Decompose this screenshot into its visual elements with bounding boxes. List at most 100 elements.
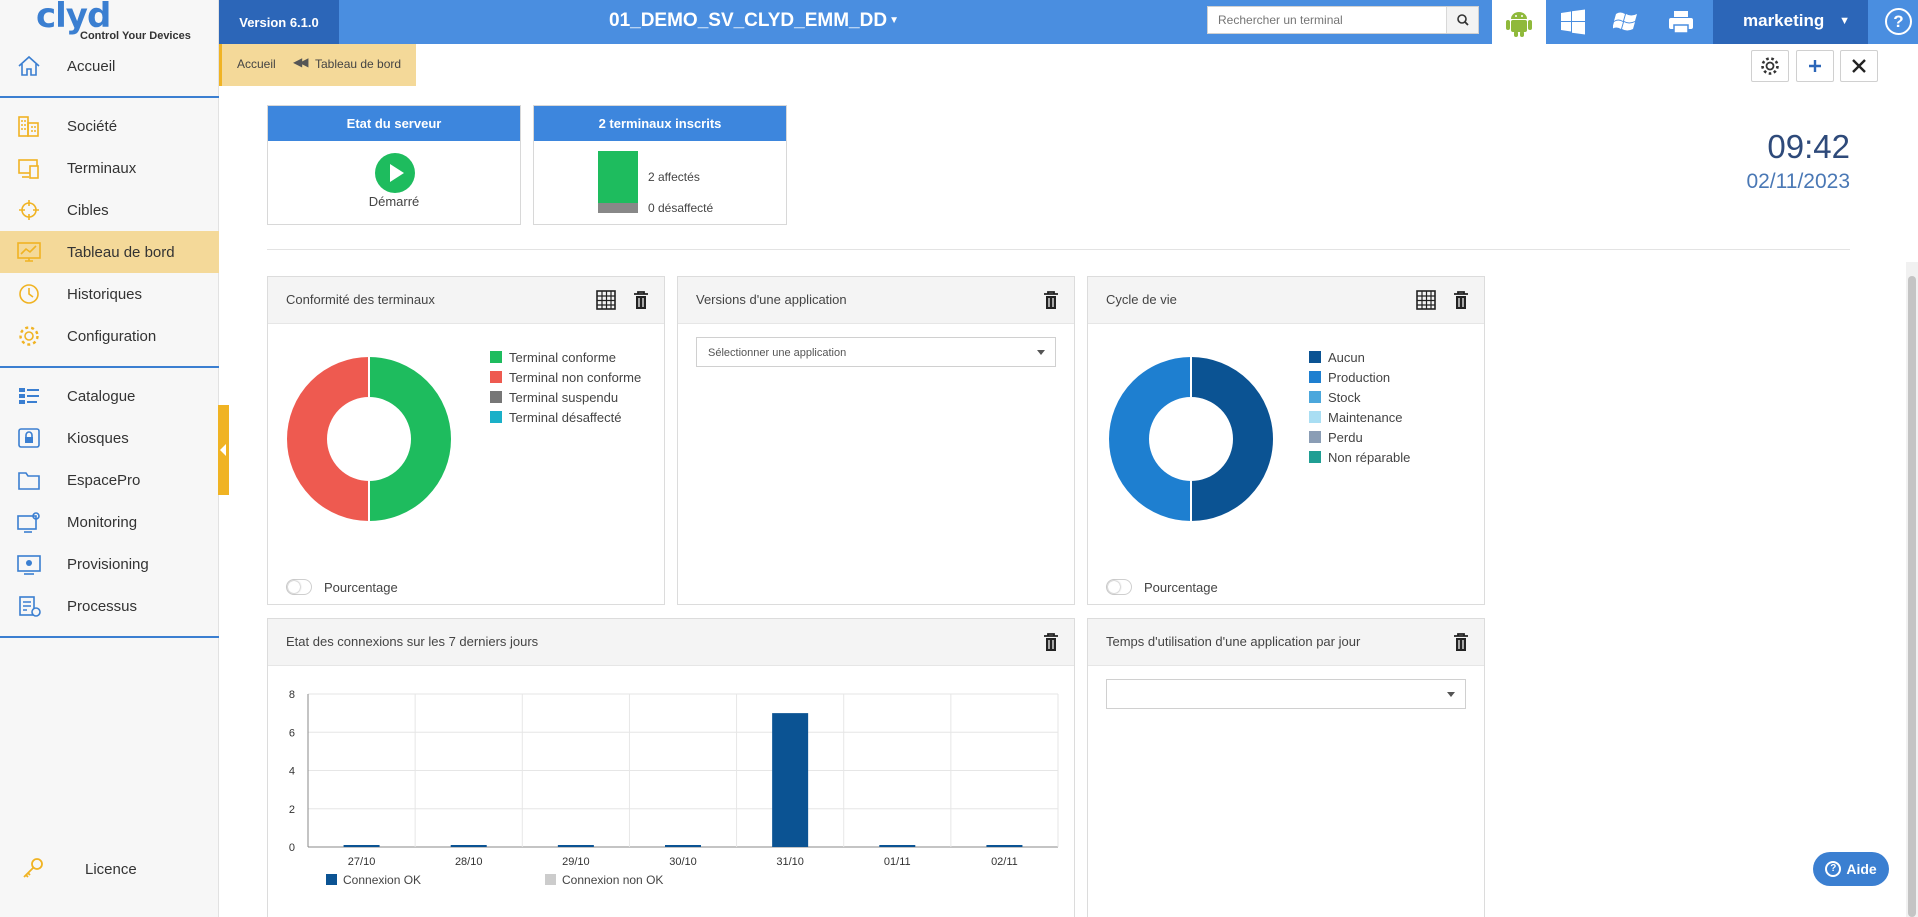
bar-connexion-ok[interactable] (557, 845, 594, 847)
instance-selector[interactable]: 01_DEMO_SV_CLYD_EMM_DD ▼ (609, 10, 899, 32)
kiosk-lock-icon (18, 428, 40, 448)
sidebar-item-catalogue[interactable]: Catalogue (0, 375, 219, 417)
bar-connexion-ok[interactable] (665, 845, 701, 847)
trash-icon[interactable] (1450, 289, 1472, 311)
legend-swatch (1309, 431, 1321, 443)
donut-slice-aucun[interactable] (1190, 357, 1273, 521)
aide-label: Aide (1846, 861, 1877, 877)
trash-icon[interactable] (1040, 289, 1062, 311)
sidebar-item-monitoring[interactable]: Monitoring (0, 501, 219, 543)
key-icon (23, 858, 43, 878)
search-button[interactable] (1446, 7, 1478, 33)
legend-item[interactable]: Aucun (1309, 347, 1410, 367)
table-grid-icon[interactable] (595, 289, 617, 311)
legend-swatch (490, 391, 502, 403)
sidebar-item-label: Monitoring (67, 513, 138, 531)
logo-tagline: Control Your Devices (80, 30, 191, 42)
legend-label: Stock (1328, 389, 1361, 405)
donut-slice-production[interactable] (1109, 357, 1192, 521)
donut-slice-terminal-conforme[interactable] (368, 357, 451, 521)
donut-slice-terminal-non-conforme[interactable] (287, 357, 370, 521)
search-input[interactable] (1208, 7, 1448, 33)
close-button[interactable] (1840, 50, 1878, 82)
breadcrumb-home[interactable]: Accueil (237, 57, 276, 71)
legend-item[interactable]: Terminal non conforme (490, 367, 641, 387)
bar-connexion-ok[interactable] (879, 845, 916, 847)
sidebar-item-configuration[interactable]: Configuration (0, 315, 219, 357)
sidebar-item-terminaux[interactable]: Terminaux (0, 147, 219, 189)
trash-icon[interactable] (630, 289, 652, 311)
legend-item[interactable]: Terminal désaffecté (490, 407, 641, 427)
bar-connexion-ok[interactable] (986, 845, 1023, 847)
aide-button[interactable]: ? Aide (1813, 852, 1889, 886)
plus-icon (1809, 60, 1821, 72)
sidebar-item-tableau-de-bord[interactable]: Tableau de bord (0, 231, 219, 273)
printer-button[interactable] (1654, 0, 1708, 44)
legend-item[interactable]: Production (1309, 367, 1410, 387)
printer-icon (1669, 11, 1693, 34)
application-select[interactable]: Sélectionner une application (696, 337, 1056, 367)
add-widget-button[interactable] (1796, 50, 1834, 82)
panel-title: Versions d'une application (696, 292, 847, 307)
x-tick-label: 30/10 (669, 856, 697, 868)
legend-label: Terminal conforme (509, 349, 616, 365)
y-tick-label: 0 (289, 842, 295, 854)
user-menu[interactable]: marketing ▼ (1713, 0, 1868, 44)
server-status-widget: Etat du serveur Démarré (267, 105, 521, 225)
x-tick-label: 28/10 (455, 856, 483, 868)
bar-connexion-ok[interactable] (450, 845, 487, 847)
clyd-logo[interactable]: clyd Control Your Devices (34, 0, 194, 44)
windows-legacy-button[interactable] (1600, 0, 1654, 44)
terminal-search (1207, 6, 1479, 34)
scrollbar-thumb[interactable] (1908, 276, 1916, 917)
sidebar-item-provisioning[interactable]: Provisioning (0, 543, 219, 585)
trash-icon[interactable] (1040, 631, 1062, 653)
dashboard-icon (17, 242, 41, 262)
legend-item[interactable]: Terminal suspendu (490, 387, 641, 407)
clock-date: 02/11/2023 (1746, 170, 1850, 193)
version-badge: Version 6.1.0 (219, 0, 339, 44)
legend-item[interactable]: Perdu (1309, 427, 1410, 447)
server-status: Démarré (368, 194, 420, 209)
sidebar-item-accueil[interactable]: Accueil (0, 45, 219, 87)
legend-label: Maintenance (1328, 409, 1403, 425)
scrollbar[interactable] (1906, 262, 1918, 917)
windows-button[interactable] (1546, 0, 1600, 44)
bar-connexion-ok[interactable] (343, 845, 380, 847)
sidebar-item-licence[interactable]: Licence (0, 848, 219, 890)
settings-button[interactable] (1751, 50, 1789, 82)
sidebar-item-kiosques[interactable]: Kiosques (0, 417, 219, 459)
panel-header: Temps d'utilisation d'une application pa… (1088, 619, 1484, 666)
sidebar-item-cibles[interactable]: Cibles (0, 189, 219, 231)
legend-item[interactable]: Terminal conforme (490, 347, 641, 367)
percentage-toggle[interactable] (286, 579, 312, 595)
lifecycle-legend: Aucun Production Stock Maintenance Perdu Non … (1309, 347, 1410, 467)
bar-connexion-ok[interactable] (772, 713, 809, 847)
legend-label[interactable]: Connexion non OK (562, 873, 663, 887)
percentage-toggle[interactable] (1106, 579, 1132, 595)
legend-label: Production (1328, 369, 1391, 385)
chevron-down-icon: ▼ (889, 15, 899, 27)
legend-item[interactable]: Non réparable (1309, 447, 1410, 467)
legend-label: Terminal suspendu (509, 389, 619, 405)
app-usage-panel: Temps d'utilisation d'une application pa… (1087, 618, 1485, 917)
home-icon (18, 55, 40, 76)
android-button[interactable] (1492, 0, 1546, 44)
help-button[interactable]: ? (1885, 8, 1912, 35)
sidebar-collapse-handle[interactable] (218, 405, 229, 495)
sidebar-item-label: Licence (85, 860, 137, 878)
sidebar-item-label: Accueil (67, 57, 116, 75)
x-tick-label: 27/10 (348, 856, 376, 868)
legend-item[interactable]: Stock (1309, 387, 1410, 407)
legend-label[interactable]: Connexion OK (343, 873, 421, 887)
sidebar-item-historiques[interactable]: Historiques (0, 273, 219, 315)
table-grid-icon[interactable] (1415, 289, 1437, 311)
legend-label: Terminal désaffecté (509, 409, 622, 425)
trash-icon[interactable] (1450, 631, 1472, 653)
sidebar-item-societe[interactable]: Société (0, 105, 219, 147)
legend-swatch (490, 351, 502, 363)
legend-item[interactable]: Maintenance (1309, 407, 1410, 427)
application-select[interactable] (1106, 679, 1466, 709)
sidebar-item-processus[interactable]: Processus (0, 585, 219, 627)
sidebar-item-espacepro[interactable]: EspacePro (0, 459, 219, 501)
